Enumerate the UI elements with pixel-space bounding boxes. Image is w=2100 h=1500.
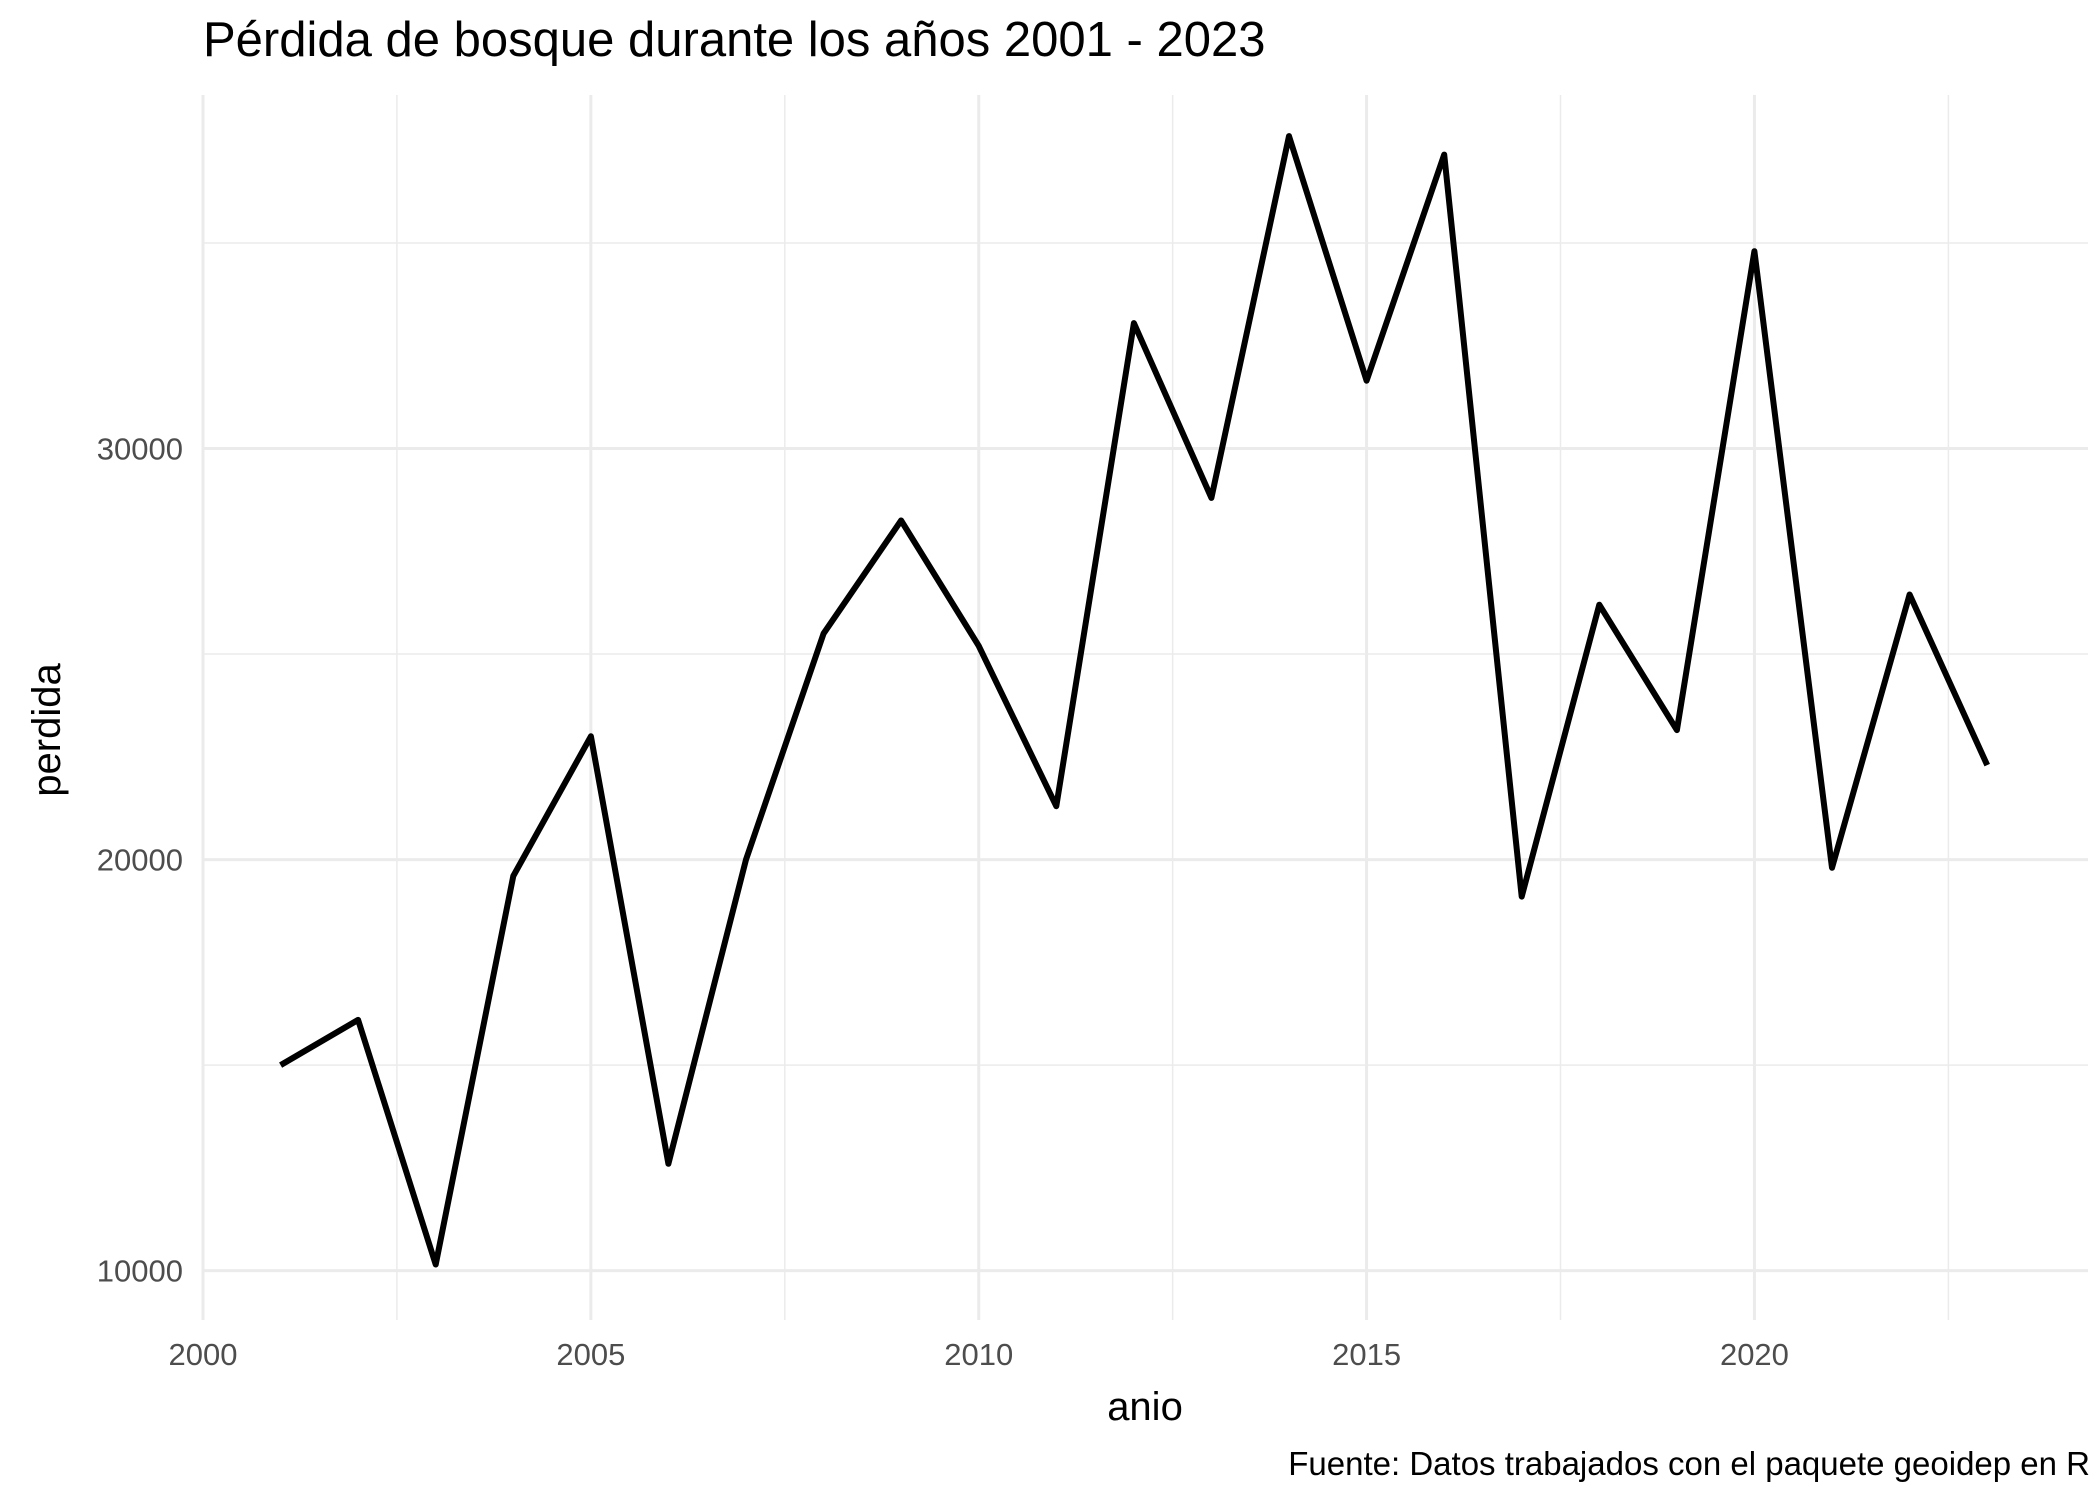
y-axis-title: perdida — [25, 663, 69, 797]
x-tick-label: 2005 — [556, 1337, 625, 1372]
series-layer — [279, 133, 1990, 1268]
chart-title: Pérdida de bosque durante los años 2001 … — [203, 13, 1266, 67]
y-axis-tick-labels: 10000 20000 30000 — [97, 432, 183, 1289]
x-tick-label: 2015 — [1332, 1337, 1401, 1372]
y-tick-label: 10000 — [97, 1254, 183, 1289]
x-tick-label: 2000 — [169, 1337, 238, 1372]
y-tick-label: 30000 — [97, 432, 183, 467]
minor-gridlines — [203, 95, 2088, 1320]
x-axis-title: anio — [1107, 1385, 1183, 1429]
y-tick-label: 20000 — [97, 843, 183, 878]
series-line — [279, 133, 1990, 1268]
major-gridlines — [201, 95, 2088, 1320]
x-tick-label: 2020 — [1720, 1337, 1789, 1372]
x-tick-label: 2010 — [944, 1337, 1013, 1372]
x-axis-tick-labels: 2000 2005 2010 2015 2020 — [169, 1337, 1789, 1372]
chart-caption: Fuente: Datos trabajados con el paquete … — [1288, 1445, 2090, 1482]
